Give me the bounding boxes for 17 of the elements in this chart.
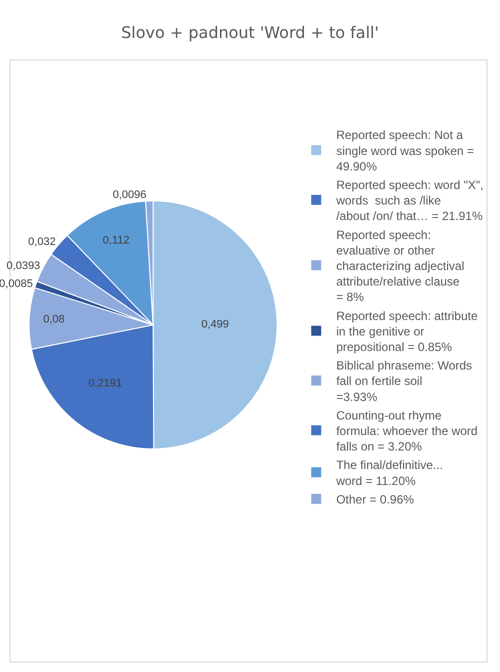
- data-label: 0,032: [28, 236, 56, 248]
- legend-label: Biblical phraseme: Words fall on fertile soil =3.93%: [336, 358, 472, 404]
- legend-label: Reported speech: evaluative or other characterizing adjectival attribute/relative clause = 8%: [336, 228, 464, 304]
- legend-label: The final/definitive... word = 11.20%: [335, 458, 443, 488]
- legend-label: Other = 0.96%: [336, 492, 414, 507]
- legend-label: Reported speech: word "X", words such as /like /about /on/ that… = 21.91%: [335, 178, 484, 224]
- data-label: 0,08: [43, 314, 65, 326]
- data-label: 0,0085: [0, 278, 33, 290]
- data-label: 0,112: [102, 234, 130, 246]
- data-label: 0,2191: [88, 378, 122, 390]
- data-label: 0,499: [201, 318, 229, 331]
- data-label: 0,0096: [112, 188, 146, 201]
- legend-label: Reported speech: Not a single word was spoken = 49.90%: [336, 128, 474, 174]
- chart-title: Slovo + padnout 'Word + to fall': [121, 23, 379, 42]
- legend-label: Reported speech: attribute in the genitive or prepositional = 0.85%: [336, 308, 478, 354]
- legend-label: Counting-out rhyme formula: whoever the word falls on = 3.20%: [336, 408, 478, 454]
- data-label: 0,0393: [6, 260, 40, 272]
